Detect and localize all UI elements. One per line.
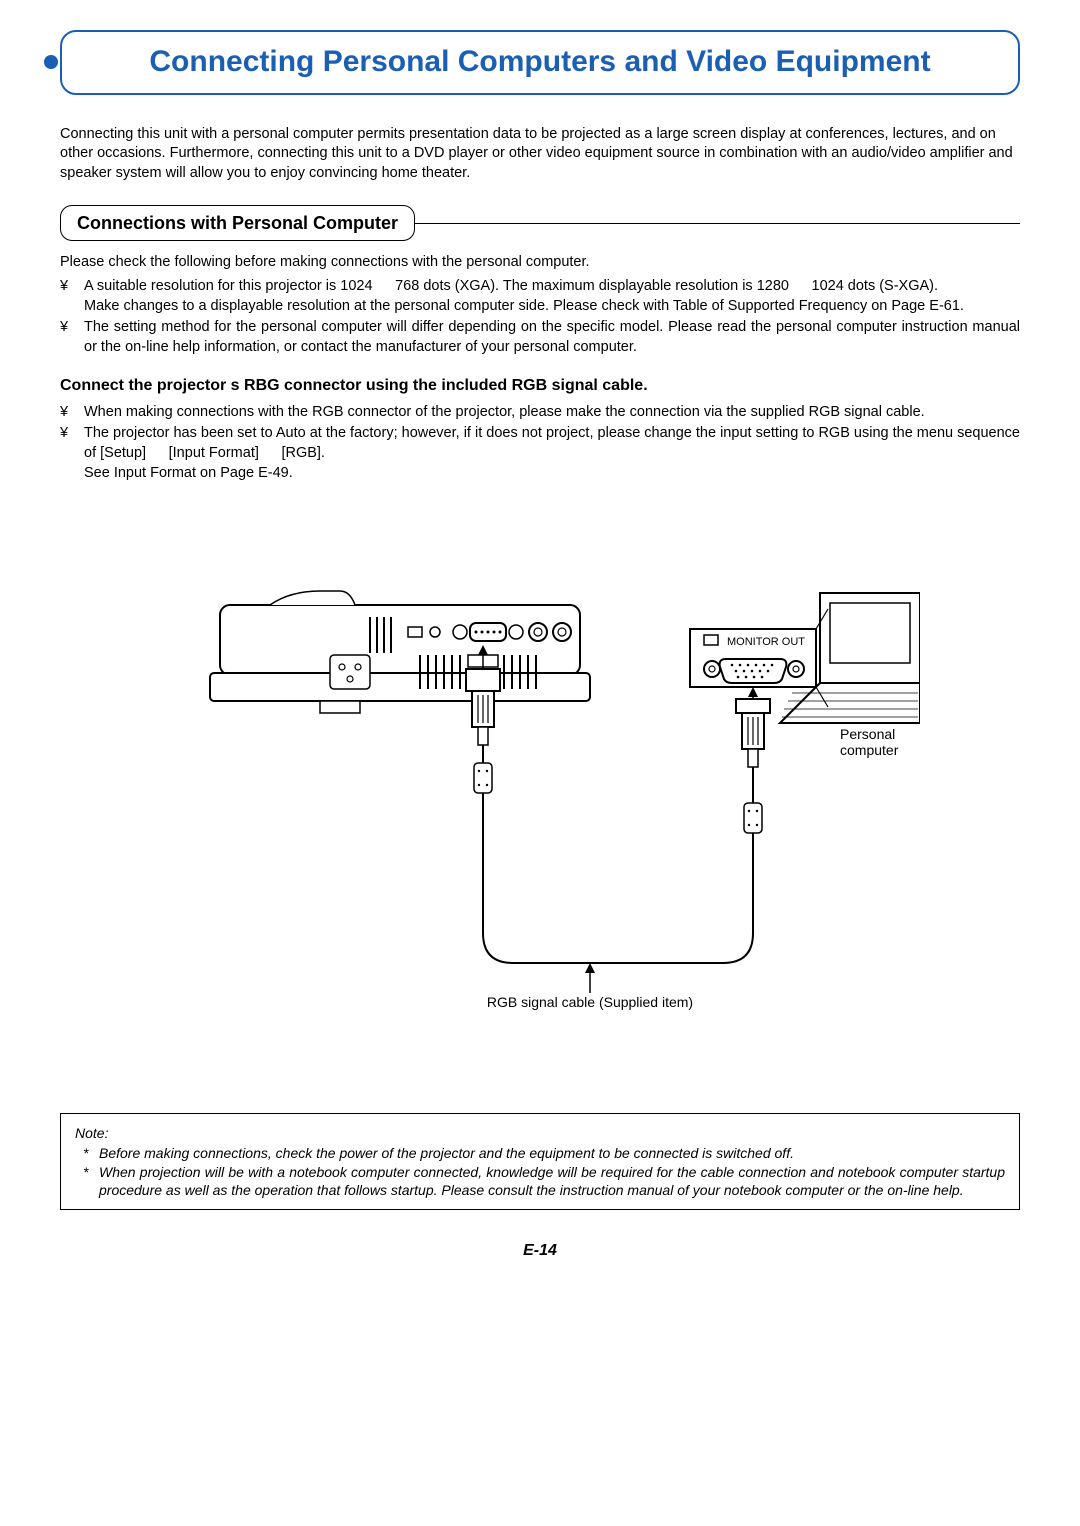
bullet-text: A suitable resolution for this projector… [84, 277, 1020, 316]
bullet-item: ¥ The setting method for the personal co… [60, 318, 1020, 357]
sub-heading: Connect the projector s RBG connector us… [60, 375, 1020, 397]
connection-diagram: MONITOR OUT Personal computer [60, 583, 1020, 1013]
subsection-rule [413, 223, 1020, 225]
bullet-marker: ¥ [60, 318, 84, 357]
page-title: Connecting Personal Computers and Video … [86, 42, 994, 83]
note-text: When projection will be with a notebook … [99, 1163, 1005, 1199]
check-intro: Please check the following before making… [60, 253, 1020, 273]
monitor-out-panel-icon: MONITOR OUT [690, 629, 816, 687]
note-label: Note: [75, 1124, 1005, 1142]
bullet-list-b: ¥ When making connections with the RGB c… [60, 403, 1020, 483]
page-number: E-14 [60, 1240, 1020, 1262]
note-box: Note: * Before making connections, check… [60, 1113, 1020, 1210]
bullet-text: When making connections with the RGB con… [84, 403, 1020, 423]
title-frame: Connecting Personal Computers and Video … [60, 30, 1020, 95]
bullet-text: The projector has been set to Auto at th… [84, 424, 1020, 483]
note-marker: * [83, 1163, 99, 1199]
bullet-marker: ¥ [60, 403, 84, 423]
title-banner: Connecting Personal Computers and Video … [60, 30, 1020, 95]
bullet-item: ¥ When making connections with the RGB c… [60, 403, 1020, 423]
cable-connector-projector-icon [466, 669, 500, 793]
cable-label: RGB signal cable (Supplied item) [487, 994, 693, 1010]
note-marker: * [83, 1144, 99, 1162]
bullet-marker: ¥ [60, 424, 84, 483]
arrowhead-icon [585, 963, 595, 973]
subsection-title: Connections with Personal Computer [60, 205, 415, 241]
bullet-marker: ¥ [60, 277, 84, 316]
intro-paragraph: Connecting this unit with a personal com… [60, 125, 1020, 184]
note-item: * Before making connections, check the p… [83, 1144, 1005, 1162]
bullet-item: ¥ A suitable resolution for this project… [60, 277, 1020, 316]
bullet-list-a: ¥ A suitable resolution for this project… [60, 277, 1020, 357]
cable-connector-pc-icon [736, 687, 770, 833]
pc-label: computer [840, 742, 899, 758]
note-item: * When projection will be with a noteboo… [83, 1163, 1005, 1199]
note-text: Before making connections, check the pow… [99, 1144, 1005, 1162]
cable-path [483, 793, 753, 963]
pc-label: Personal [840, 726, 895, 742]
diagram-svg: MONITOR OUT Personal computer [160, 583, 920, 1013]
projector-icon [210, 591, 590, 713]
monitor-out-label: MONITOR OUT [727, 636, 805, 648]
subsection-header: Connections with Personal Computer [60, 205, 1020, 241]
bullet-text: The setting method for the personal comp… [84, 318, 1020, 357]
bullet-item: ¥ The projector has been set to Auto at … [60, 424, 1020, 483]
